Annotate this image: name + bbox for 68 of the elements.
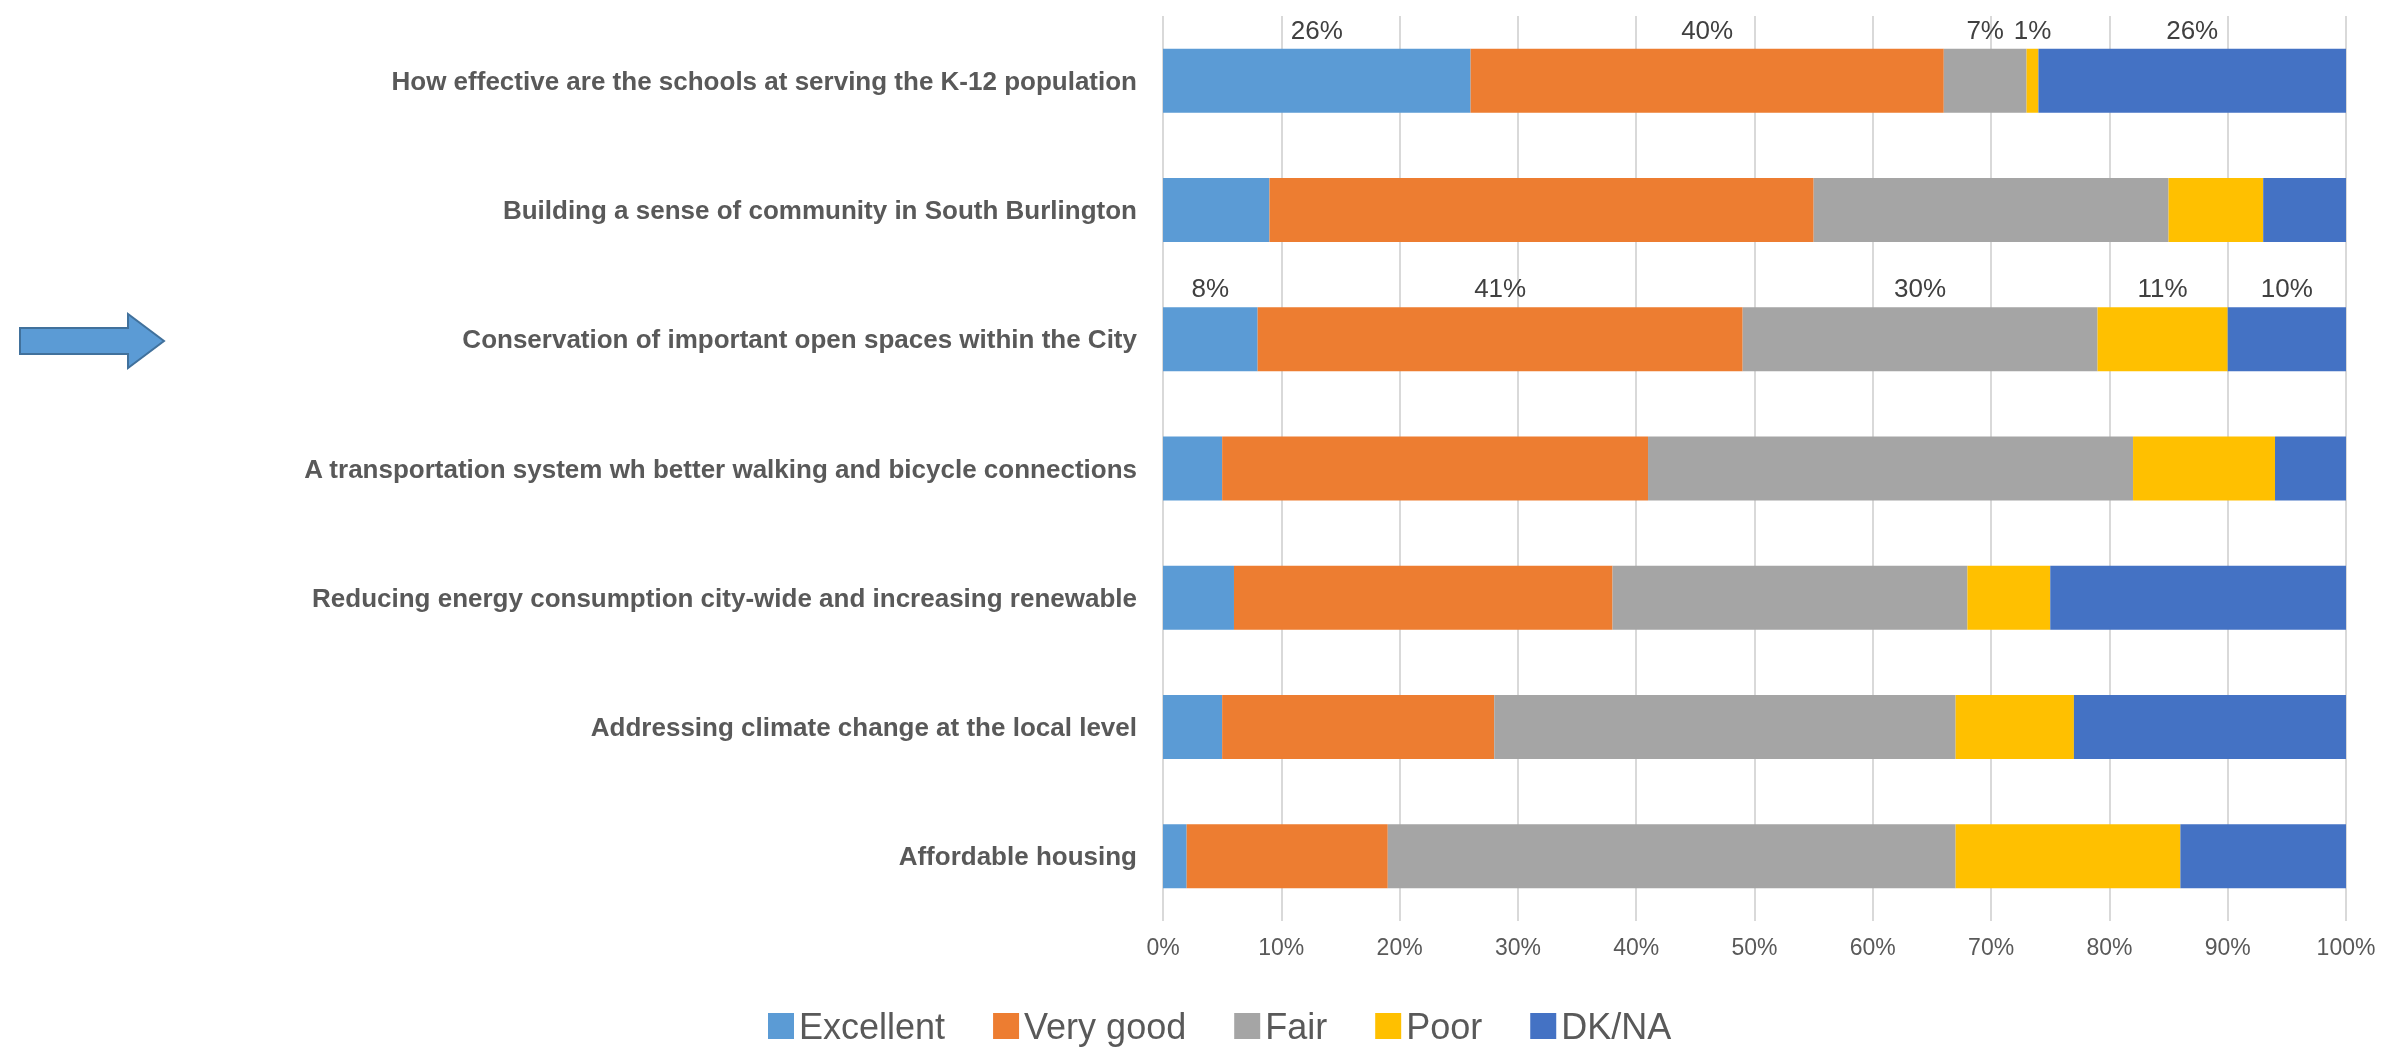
bar [1742, 307, 2098, 372]
legend-label: Excellent [799, 1005, 946, 1047]
legend-label: Fair [1265, 1005, 1328, 1047]
bar [1163, 48, 1471, 113]
bar [1163, 824, 1187, 889]
data-label: 10% [2260, 273, 2313, 304]
bar [2133, 436, 2276, 501]
x-tick-label: 80% [2086, 933, 2133, 960]
x-tick-label: 10% [1258, 933, 1305, 960]
y-tick-label: A transportation system wh better walking and bicycle connections [304, 453, 1137, 484]
bar [1612, 565, 1968, 630]
bar [2263, 177, 2346, 242]
data-label: 7% [1966, 14, 2004, 45]
x-tick-label: 100% [2316, 933, 2376, 960]
data-label: 40% [1681, 14, 1734, 45]
y-tick-label: Addressing climate change at the local level [590, 712, 1137, 743]
x-tick-label: 30% [1494, 933, 1541, 960]
data-label: 26% [1290, 14, 1343, 45]
bar [1648, 436, 2134, 501]
bar [2275, 436, 2346, 501]
bar [1387, 824, 1956, 889]
bar [1955, 695, 2074, 760]
legend-label: Very good [1024, 1005, 1187, 1047]
bar [1967, 565, 2051, 630]
y-tick-label: Reducing energy consumption city-wide and increasing renewable [312, 582, 1137, 613]
bar [1163, 565, 1234, 630]
bar [1257, 307, 1743, 372]
legend-label: Poor [1406, 1005, 1483, 1047]
x-tick-label: 20% [1376, 933, 1423, 960]
bar [1494, 695, 1956, 760]
bar [1813, 177, 2169, 242]
y-tick-label: Affordable housing [898, 841, 1137, 872]
bar [2227, 307, 2346, 372]
data-label: 8% [1191, 273, 1230, 304]
data-label: 1% [2013, 14, 2052, 45]
bar [2097, 307, 2228, 372]
bar [1943, 48, 2027, 113]
data-label: 41% [1474, 273, 1527, 304]
x-tick-label: 70% [1968, 933, 2015, 960]
bar [1163, 436, 1223, 501]
bar [1163, 177, 1270, 242]
bar [1186, 824, 1388, 889]
x-tick-label: 60% [1849, 933, 1896, 960]
bar [2073, 695, 2346, 760]
y-tick-label: How effective are the schools at serving the K-12 population [391, 65, 1137, 96]
bar [2168, 177, 2264, 242]
bar [1163, 307, 1258, 372]
y-tick-label: Conservation of important open spaces within the City [462, 324, 1138, 355]
x-tick-label: 40% [1613, 933, 1660, 960]
y-tick-label: Building a sense of community in South Burlington [502, 194, 1137, 225]
x-tick-label: 50% [1731, 933, 1778, 960]
bar [1163, 695, 1223, 760]
bar [1233, 565, 1613, 630]
bar [1955, 824, 2181, 889]
bar [2050, 565, 2346, 630]
bar [2026, 48, 2039, 113]
bar [2038, 48, 2346, 113]
legend-label: DK/NA [1561, 1005, 1672, 1047]
x-tick-label: 0% [1146, 933, 1180, 960]
data-label: 30% [1894, 273, 1947, 304]
bar [2180, 824, 2346, 889]
x-tick-label: 90% [2204, 933, 2251, 960]
bar [1470, 48, 1944, 113]
bar [1222, 695, 1495, 760]
bar [1269, 177, 1814, 242]
data-label: 26% [2166, 14, 2219, 45]
data-label: 11% [2137, 273, 2188, 304]
bar [1222, 436, 1649, 501]
